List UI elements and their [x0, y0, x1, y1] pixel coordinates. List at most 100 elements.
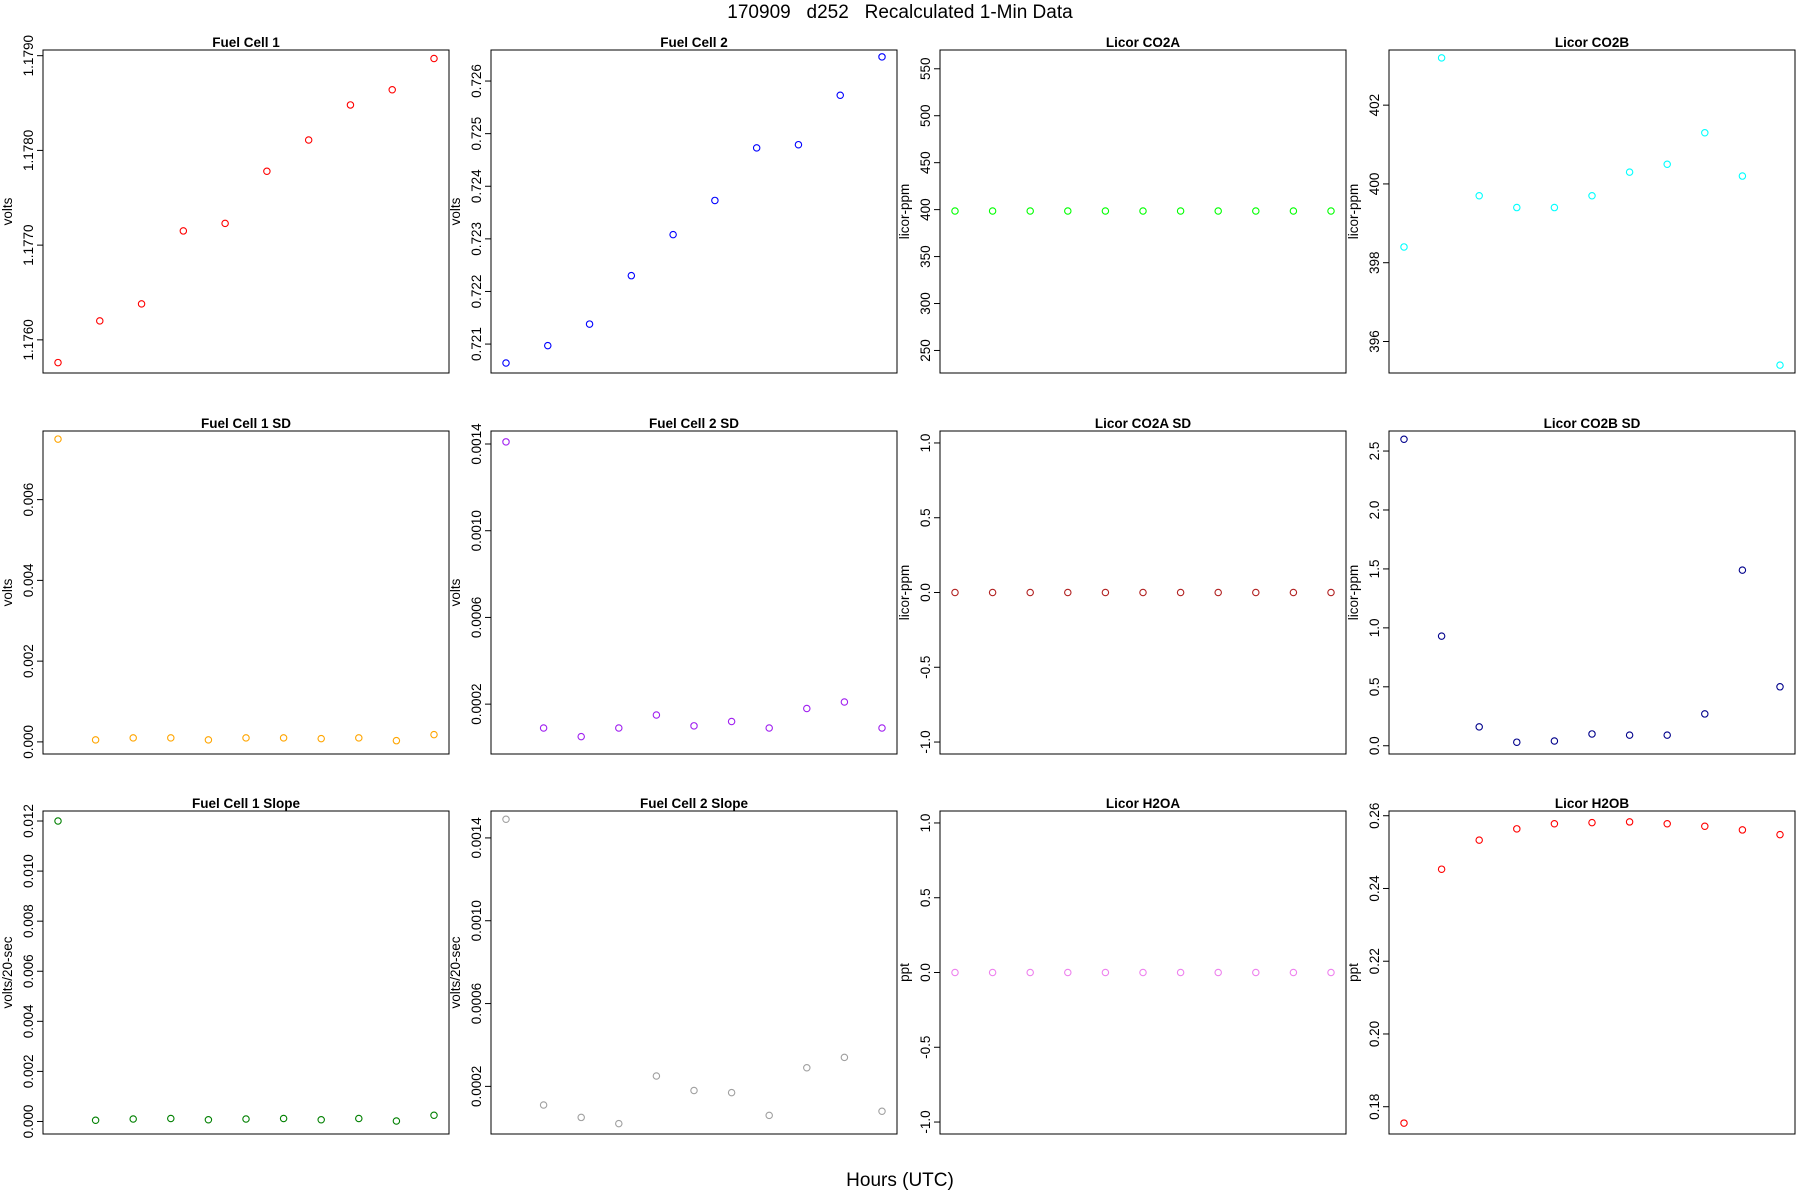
- y-tick-label: 402: [1367, 94, 1382, 117]
- data-point: [502, 438, 510, 446]
- data-point: [1550, 203, 1559, 212]
- y-tick-label: 0.0006: [469, 597, 484, 638]
- data-point: [1776, 830, 1784, 839]
- data-point: [1101, 207, 1110, 215]
- data-point: [355, 1114, 363, 1123]
- data-point: [1588, 818, 1596, 827]
- data-point: [388, 86, 396, 94]
- data-point: [304, 136, 313, 144]
- data-point: [204, 1115, 213, 1124]
- data-point: [878, 1107, 886, 1115]
- data-point: [539, 724, 548, 732]
- data-point: [91, 1116, 100, 1124]
- data-point: [1701, 128, 1709, 137]
- data-point: [803, 704, 811, 713]
- data-point: [129, 1115, 137, 1123]
- y-tick-label: 550: [918, 58, 933, 81]
- data-point: [54, 358, 62, 367]
- data-point: [765, 1111, 773, 1120]
- y-tick-label: 0.722: [469, 275, 484, 309]
- plot-frame: [42, 430, 450, 755]
- data-point: [1139, 588, 1147, 597]
- data-point: [1327, 207, 1335, 215]
- data-point: [1064, 588, 1072, 597]
- page-title: 170909 d252 Recalculated 1-Min Data: [727, 2, 1073, 23]
- data-point: [1588, 191, 1596, 200]
- data-point: [167, 1114, 175, 1123]
- y-tick-label: 0.0: [1367, 736, 1382, 755]
- data-point: [502, 815, 510, 824]
- data-point: [1776, 683, 1784, 691]
- y-tick-label: 0.002: [21, 644, 36, 678]
- data-point: [1026, 207, 1034, 215]
- y-tick-label: 0.002: [21, 1055, 36, 1089]
- y-tick-label: 0.726: [469, 64, 484, 98]
- data-point: [1663, 731, 1671, 739]
- data-point: [652, 1072, 661, 1080]
- data-point: [951, 588, 959, 597]
- data-point: [615, 724, 623, 732]
- y-axis-label: licor-ppm: [1346, 565, 1361, 621]
- y-tick-label: 350: [918, 245, 933, 268]
- y-tick-label: 0.000: [21, 1105, 36, 1139]
- y-tick-label: 0.18: [1367, 1094, 1382, 1120]
- data-point: [615, 1119, 623, 1128]
- y-tick-label: -1.0: [918, 1110, 933, 1133]
- plot-frame: [939, 810, 1347, 1135]
- y-axis-label: volts: [448, 197, 463, 225]
- panel-title: Fuel Cell 2 Slope: [640, 796, 749, 811]
- data-point: [96, 317, 104, 325]
- y-tick-label: 0.5: [918, 508, 933, 527]
- y-tick-label: 400: [1367, 173, 1382, 196]
- y-tick-label: 0.000: [21, 725, 36, 759]
- panel-title: Licor H2OA: [1106, 796, 1181, 811]
- data-point: [1513, 203, 1521, 212]
- data-point: [179, 227, 188, 235]
- data-point: [988, 588, 997, 597]
- y-tick-label: 0.721: [469, 327, 484, 361]
- y-axis-label: volts/20-sec: [0, 936, 15, 1008]
- panel-title: Fuel Cell 2: [660, 35, 728, 50]
- plot-frame: [490, 810, 898, 1135]
- y-tick-label: 0.0014: [469, 423, 484, 465]
- panel-licor-co2a: Licor CO2A licor-ppm 250 300 350 400 450 500 550: [897, 35, 1347, 374]
- data-point: [1400, 1119, 1408, 1127]
- data-point: [1139, 968, 1147, 977]
- data-point: [317, 734, 325, 743]
- data-point: [1776, 361, 1784, 369]
- y-tick-label: 0.0010: [469, 900, 484, 941]
- y-tick-label: 1.1770: [21, 224, 36, 265]
- y-tick-label: 400: [918, 198, 933, 221]
- panel-title: Fuel Cell 1 SD: [201, 416, 291, 431]
- y-tick-label: 0.0002: [469, 683, 484, 724]
- data-point: [1214, 207, 1222, 215]
- y-tick-label: 0.0: [918, 583, 933, 602]
- y-tick-label: 0.0002: [469, 1066, 484, 1107]
- data-point: [577, 1113, 585, 1122]
- y-tick-label: 250: [918, 339, 933, 362]
- data-point: [430, 730, 438, 739]
- data-point: [279, 1114, 288, 1123]
- data-point: [1550, 819, 1559, 828]
- data-point: [1400, 435, 1408, 444]
- data-point: [392, 1117, 401, 1125]
- plot-frame: [1388, 810, 1796, 1135]
- data-point: [242, 734, 250, 742]
- data-point: [878, 724, 886, 732]
- data-point: [878, 53, 886, 61]
- data-point: [1513, 825, 1521, 833]
- panel-licor-h2oa: Licor H2OA ppt -1.0 -0.5 0.0 0.5 1.0: [897, 796, 1347, 1135]
- data-point: [803, 1063, 811, 1072]
- plot-frame: [939, 430, 1347, 755]
- y-tick-label: 0.724: [469, 169, 484, 203]
- y-axis-label: ppt: [897, 963, 912, 982]
- data-point: [1064, 207, 1072, 215]
- plot-frame: [1388, 49, 1796, 374]
- data-point: [585, 320, 594, 328]
- data-point: [1738, 826, 1747, 834]
- y-tick-label: 1.0: [918, 434, 933, 453]
- data-point: [1176, 588, 1185, 597]
- data-point: [1176, 968, 1185, 977]
- data-point: [1101, 588, 1110, 597]
- data-point: [1550, 737, 1559, 745]
